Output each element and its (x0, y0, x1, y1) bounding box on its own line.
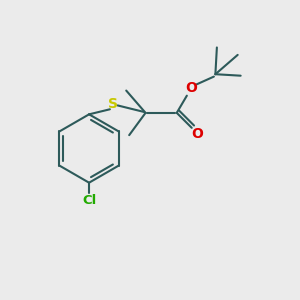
Text: Cl: Cl (82, 194, 96, 207)
Text: S: S (108, 97, 118, 111)
Text: O: O (192, 127, 203, 141)
Text: O: O (186, 81, 197, 94)
